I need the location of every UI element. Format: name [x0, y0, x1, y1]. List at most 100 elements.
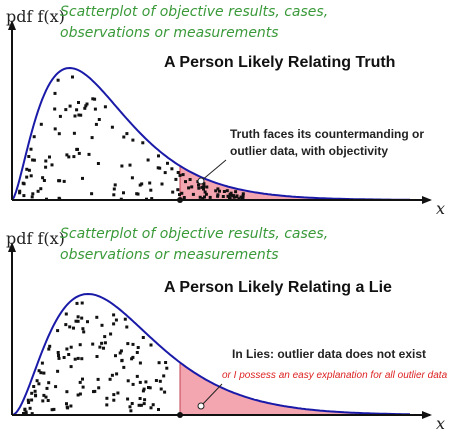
scatter-dot: [136, 346, 140, 349]
scatter-dot: [30, 195, 34, 199]
panel-title: A Person Likely Relating a Lie: [164, 279, 392, 296]
scatter-dot: [27, 155, 31, 158]
scatter-dot: [37, 382, 41, 386]
scatter-dot: [95, 315, 99, 319]
scatter-dot: [64, 323, 68, 327]
x-axis-label: x: [436, 199, 445, 218]
scatter-dot: [144, 380, 148, 384]
scatter-dot: [171, 190, 175, 194]
scatter-dot: [22, 412, 25, 415]
scatter-dot: [18, 191, 22, 195]
scatter-dot: [112, 322, 116, 326]
scatter-dot: [30, 398, 34, 402]
scatter-dot: [166, 161, 169, 165]
scatter-dot: [141, 336, 145, 339]
scatter-dot: [139, 403, 143, 407]
scatter-dot: [115, 372, 119, 376]
scatter-dot: [83, 106, 87, 110]
scatter-dot: [100, 341, 104, 345]
scatter-dot: [68, 325, 72, 329]
scatter-dot: [33, 389, 37, 393]
scatter-dot: [81, 176, 84, 180]
scatter-dot: [56, 351, 60, 354]
scatter-dot: [178, 173, 182, 177]
scatter-dot: [150, 197, 154, 201]
scatter-dot: [216, 187, 220, 191]
scatter-dot: [143, 398, 147, 402]
scatter-dot: [93, 107, 97, 111]
scatter-dot: [36, 189, 40, 193]
scatter-dot: [119, 349, 123, 353]
scatter-dot: [123, 317, 127, 321]
scatter-dot: [230, 193, 234, 197]
scatter-dot: [174, 177, 178, 181]
tail-shade: [180, 165, 410, 200]
scatter-dot: [93, 389, 97, 393]
scatter-dot: [176, 188, 180, 192]
scatter-dot: [65, 153, 69, 157]
pdf-curve: [11, 292, 410, 416]
scatter-dot: [80, 357, 84, 361]
annotation-point: [197, 177, 205, 185]
scatter-dot: [30, 391, 34, 395]
scatter-dot: [112, 313, 116, 317]
scatter-dot: [154, 379, 158, 382]
scatter-dot: [67, 155, 71, 159]
panel-title: A Person Likely Relating Truth: [164, 54, 395, 71]
scatter-dot: [57, 356, 61, 360]
annotation: In Lies: outlier data does not exist: [232, 347, 426, 361]
scatter-dot: [26, 398, 30, 402]
scatter-dot: [142, 402, 146, 406]
x-axis-label: x: [436, 414, 445, 433]
scatter-dot: [62, 179, 66, 183]
scatter-dot: [184, 180, 187, 184]
scatter-dot: [187, 186, 191, 190]
scatter-dot: [138, 361, 142, 365]
scatter-dot: [48, 344, 52, 348]
scatter-dot: [90, 136, 94, 140]
scatter-dot: [116, 391, 120, 395]
scatter-dot: [81, 327, 85, 331]
scatter-dot: [24, 410, 28, 414]
scatter-dot: [202, 182, 206, 186]
scatter-dot: [27, 168, 31, 172]
scatter-dot: [39, 187, 43, 191]
scatter-dot: [205, 185, 209, 189]
scatter-dot: [141, 389, 145, 393]
scatter-dot: [69, 365, 73, 369]
scatter-dot: [41, 399, 45, 403]
scatter-dot: [103, 341, 107, 345]
leader-line: [200, 159, 227, 182]
scatter-dot: [73, 114, 77, 118]
scatter-dot: [112, 398, 116, 402]
scatter-dot: [76, 315, 80, 319]
scatter-dot: [76, 393, 80, 397]
scatter-dot: [137, 403, 141, 407]
scatter-dot: [65, 390, 69, 394]
scatter-dot: [197, 183, 200, 187]
scatter-dot: [110, 125, 114, 129]
scatter-dot: [138, 183, 142, 187]
scatter-dot: [69, 404, 73, 408]
scatter-dot: [81, 385, 85, 389]
annotation: or I possess an easy explanation for all…: [222, 370, 448, 381]
scatter-dot: [103, 335, 107, 339]
scatter-dot: [94, 122, 98, 126]
scatter-dot: [53, 107, 57, 111]
scatter-dot: [218, 189, 221, 193]
split-point: [177, 197, 183, 203]
scatter-dot: [180, 191, 184, 195]
scatter-dot: [37, 369, 41, 373]
scatter-dot: [227, 194, 231, 198]
scatter-dot: [32, 158, 36, 162]
scatter-dot: [80, 301, 84, 305]
scatter-dot: [151, 403, 155, 407]
scatter-dot: [232, 194, 235, 198]
scatter-dot: [178, 193, 181, 197]
scatter-dot: [50, 408, 54, 412]
scatter-dot: [68, 104, 72, 108]
scatter-dot: [56, 329, 60, 333]
scatter-dot: [90, 192, 94, 196]
scatter-dot: [85, 102, 89, 106]
scatter-dot: [80, 316, 84, 320]
